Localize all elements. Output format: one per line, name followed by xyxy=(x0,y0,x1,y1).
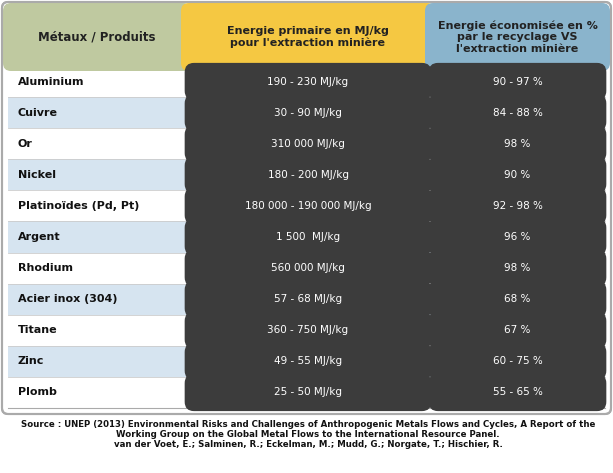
Bar xyxy=(8,128,605,159)
Text: 49 - 55 MJ/kg: 49 - 55 MJ/kg xyxy=(274,356,342,367)
Text: Zinc: Zinc xyxy=(18,356,44,367)
FancyBboxPatch shape xyxy=(185,63,432,100)
Text: 360 - 750 MJ/kg: 360 - 750 MJ/kg xyxy=(267,325,349,335)
Text: 180 000 - 190 000 MJ/kg: 180 000 - 190 000 MJ/kg xyxy=(245,201,371,211)
Text: Or: Or xyxy=(18,139,33,149)
FancyBboxPatch shape xyxy=(428,312,606,349)
Text: Platinoïdes (Pd, Pt): Platinoïdes (Pd, Pt) xyxy=(18,201,139,211)
FancyBboxPatch shape xyxy=(185,187,432,225)
Text: 84 - 88 %: 84 - 88 % xyxy=(493,108,543,118)
FancyBboxPatch shape xyxy=(3,3,191,71)
Text: 310 000 MJ/kg: 310 000 MJ/kg xyxy=(271,139,345,149)
FancyBboxPatch shape xyxy=(185,94,432,131)
FancyBboxPatch shape xyxy=(428,280,606,318)
FancyBboxPatch shape xyxy=(428,374,606,411)
FancyBboxPatch shape xyxy=(428,219,606,255)
Text: 25 - 50 MJ/kg: 25 - 50 MJ/kg xyxy=(274,387,342,397)
Bar xyxy=(8,377,605,408)
Text: 180 - 200 MJ/kg: 180 - 200 MJ/kg xyxy=(267,170,349,180)
Bar xyxy=(8,66,605,97)
FancyBboxPatch shape xyxy=(428,156,606,193)
FancyBboxPatch shape xyxy=(428,249,606,287)
Text: 68 %: 68 % xyxy=(504,294,531,304)
FancyBboxPatch shape xyxy=(2,2,611,414)
FancyBboxPatch shape xyxy=(185,125,432,162)
Text: 1 500  MJ/kg: 1 500 MJ/kg xyxy=(276,232,340,242)
FancyBboxPatch shape xyxy=(428,343,606,380)
Text: 57 - 68 MJ/kg: 57 - 68 MJ/kg xyxy=(274,294,342,304)
Text: Rhodium: Rhodium xyxy=(18,263,73,273)
Text: Cuivre: Cuivre xyxy=(18,108,58,118)
Text: Source : UNEP (2013) Environmental Risks and Challenges of Anthropogenic Metals : Source : UNEP (2013) Environmental Risks… xyxy=(21,420,595,429)
Text: 98 %: 98 % xyxy=(504,139,531,149)
FancyBboxPatch shape xyxy=(185,249,432,287)
FancyBboxPatch shape xyxy=(185,280,432,318)
Text: Métaux / Produits: Métaux / Produits xyxy=(38,30,156,44)
FancyBboxPatch shape xyxy=(425,3,610,71)
Text: 90 - 97 %: 90 - 97 % xyxy=(493,77,543,87)
FancyBboxPatch shape xyxy=(428,125,606,162)
Text: Plomb: Plomb xyxy=(18,387,57,397)
Text: Nickel: Nickel xyxy=(18,170,56,180)
Text: Argent: Argent xyxy=(18,232,61,242)
FancyBboxPatch shape xyxy=(181,3,435,71)
Text: 560 000 MJ/kg: 560 000 MJ/kg xyxy=(271,263,345,273)
Text: 90 %: 90 % xyxy=(504,170,531,180)
FancyBboxPatch shape xyxy=(428,187,606,225)
Text: Acier inox (304): Acier inox (304) xyxy=(18,294,118,304)
Bar xyxy=(8,284,605,315)
FancyBboxPatch shape xyxy=(185,156,432,193)
Bar xyxy=(8,315,605,346)
Text: 190 - 230 MJ/kg: 190 - 230 MJ/kg xyxy=(267,77,349,87)
FancyBboxPatch shape xyxy=(185,374,432,411)
Bar xyxy=(8,346,605,377)
Text: Energie économisée en %
par le recyclage VS
l'extraction minière: Energie économisée en % par le recyclage… xyxy=(438,20,598,54)
Text: Aluminium: Aluminium xyxy=(18,77,85,87)
FancyBboxPatch shape xyxy=(185,343,432,380)
FancyBboxPatch shape xyxy=(185,312,432,349)
Text: Titane: Titane xyxy=(18,325,58,335)
Text: van der Voet, E.; Salminen, R.; Eckelman, M.; Mudd, G.; Norgate, T.; Hischier, R: van der Voet, E.; Salminen, R.; Eckelman… xyxy=(113,439,503,448)
Text: 98 %: 98 % xyxy=(504,263,531,273)
Bar xyxy=(8,159,605,190)
FancyBboxPatch shape xyxy=(428,63,606,100)
Text: 30 - 90 MJ/kg: 30 - 90 MJ/kg xyxy=(274,108,342,118)
Text: 96 %: 96 % xyxy=(504,232,531,242)
Text: 55 - 65 %: 55 - 65 % xyxy=(493,387,543,397)
FancyBboxPatch shape xyxy=(428,94,606,131)
Bar xyxy=(8,190,605,221)
Text: 60 - 75 %: 60 - 75 % xyxy=(493,356,543,367)
Text: 67 %: 67 % xyxy=(504,325,531,335)
Text: Working Group on the Global Metal Flows to the International Resource Panel.: Working Group on the Global Metal Flows … xyxy=(116,429,500,438)
Bar xyxy=(8,221,605,253)
Text: 92 - 98 %: 92 - 98 % xyxy=(493,201,543,211)
Bar xyxy=(8,97,605,128)
Bar xyxy=(8,253,605,284)
Text: Energie primaire en MJ/kg
pour l'extraction minière: Energie primaire en MJ/kg pour l'extract… xyxy=(227,26,389,48)
FancyBboxPatch shape xyxy=(185,219,432,255)
